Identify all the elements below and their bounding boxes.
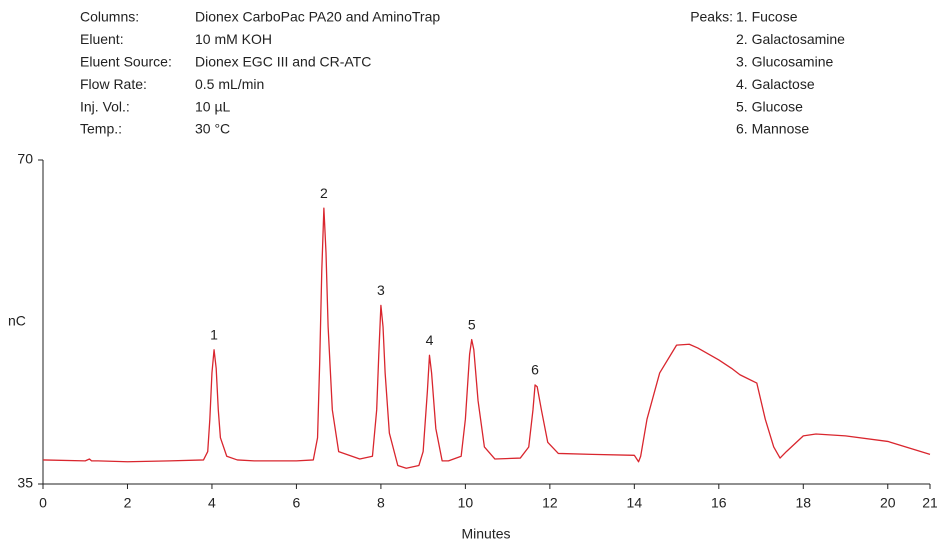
- x-tick-label: 16: [711, 495, 727, 511]
- peak-label: 6: [531, 362, 539, 378]
- info-value: 10 µL: [195, 98, 231, 114]
- info-label: Flow Rate:: [80, 76, 147, 92]
- x-tick-label: 10: [458, 495, 474, 511]
- y-tick-label: 35: [17, 475, 33, 491]
- peak-label: 4: [426, 332, 434, 348]
- y-axis-label: nC: [8, 313, 26, 329]
- x-tick-label: 6: [293, 495, 301, 511]
- info-value: 30 °C: [195, 121, 230, 137]
- x-tick-label: 4: [208, 495, 216, 511]
- x-tick-label: 21: [922, 495, 937, 511]
- info-value: Dionex EGC III and CR-ATC: [195, 54, 371, 70]
- peaks-title: Peaks:: [690, 9, 733, 25]
- x-tick-label: 0: [39, 495, 47, 511]
- peak-legend-entry: 4. Galactose: [736, 76, 815, 92]
- info-label: Eluent:: [80, 31, 124, 47]
- x-axis-label: Minutes: [461, 526, 510, 542]
- peak-legend-entry: 5. Glucose: [736, 98, 803, 114]
- info-value: 0.5 mL/min: [195, 76, 264, 92]
- peak-label: 3: [377, 282, 385, 298]
- y-tick-label: 70: [17, 151, 33, 167]
- info-value: 10 mM KOH: [195, 31, 272, 47]
- peak-legend-entry: 2. Galactosamine: [736, 31, 845, 47]
- chromatogram-line: [42, 207, 931, 469]
- x-tick-label: 14: [627, 495, 643, 511]
- peak-legend-entry: 1. Fucose: [736, 9, 798, 25]
- info-label: Temp.:: [80, 121, 122, 137]
- peak-label: 2: [320, 185, 328, 201]
- info-value: Dionex CarboPac PA20 and AminoTrap: [195, 9, 440, 25]
- x-tick-label: 18: [795, 495, 811, 511]
- info-label: Columns:: [80, 9, 139, 25]
- peak-label: 1: [210, 326, 218, 342]
- x-tick-label: 20: [880, 495, 896, 511]
- peak-legend-entry: 3. Glucosamine: [736, 54, 833, 70]
- peak-label: 5: [468, 316, 476, 332]
- info-label: Eluent Source:: [80, 54, 172, 70]
- info-label: Inj. Vol.:: [80, 98, 130, 114]
- peak-legend-entry: 6. Mannose: [736, 121, 809, 137]
- x-tick-label: 12: [542, 495, 558, 511]
- x-tick-label: 2: [124, 495, 132, 511]
- x-tick-label: 8: [377, 495, 385, 511]
